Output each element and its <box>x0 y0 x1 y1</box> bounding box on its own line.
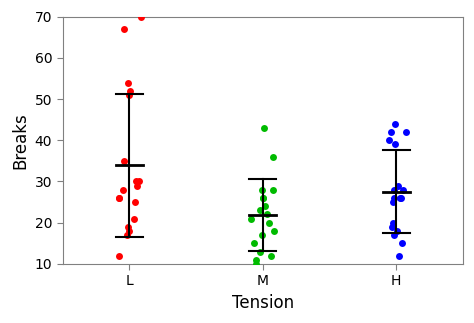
Point <box>123 233 130 238</box>
Point <box>396 195 404 201</box>
Point <box>253 261 260 266</box>
Point <box>389 200 396 205</box>
Point <box>389 220 397 225</box>
Point <box>260 125 268 130</box>
Point <box>247 216 255 221</box>
Point <box>269 154 277 159</box>
Point <box>392 121 399 126</box>
Y-axis label: Breaks: Breaks <box>11 112 29 169</box>
Point <box>131 200 138 205</box>
Point <box>394 183 402 188</box>
Point <box>391 233 398 238</box>
Point <box>258 187 266 192</box>
Point <box>120 26 128 32</box>
Point <box>387 130 395 135</box>
Point <box>127 88 134 93</box>
Point <box>115 195 123 201</box>
Point <box>267 253 275 258</box>
Point <box>258 233 266 238</box>
Point <box>269 187 276 192</box>
Point <box>391 142 399 147</box>
Point <box>116 195 123 201</box>
Point <box>132 179 140 184</box>
Point <box>402 130 410 135</box>
Point <box>120 158 128 163</box>
Point <box>250 241 258 246</box>
Point <box>252 257 259 262</box>
Point <box>136 179 143 184</box>
Point <box>396 253 403 258</box>
Point <box>259 195 266 201</box>
Point <box>256 249 264 254</box>
Point <box>130 216 137 221</box>
Point <box>124 80 132 85</box>
Point <box>263 212 271 217</box>
Point <box>398 241 406 246</box>
Point <box>388 224 395 229</box>
Point <box>125 224 132 229</box>
Point <box>398 195 405 201</box>
Point <box>391 195 398 201</box>
Point <box>260 195 267 201</box>
Point <box>137 14 145 19</box>
Point <box>399 187 406 192</box>
Point <box>133 183 140 188</box>
Point <box>126 228 133 234</box>
Point <box>262 203 269 209</box>
Point <box>270 228 277 234</box>
Point <box>393 228 401 234</box>
X-axis label: Tension: Tension <box>232 294 294 312</box>
Point <box>115 253 123 258</box>
Point <box>265 220 273 225</box>
Point <box>256 208 264 213</box>
Point <box>390 187 398 192</box>
Point <box>118 187 126 192</box>
Point <box>385 138 392 143</box>
Point <box>126 92 133 98</box>
